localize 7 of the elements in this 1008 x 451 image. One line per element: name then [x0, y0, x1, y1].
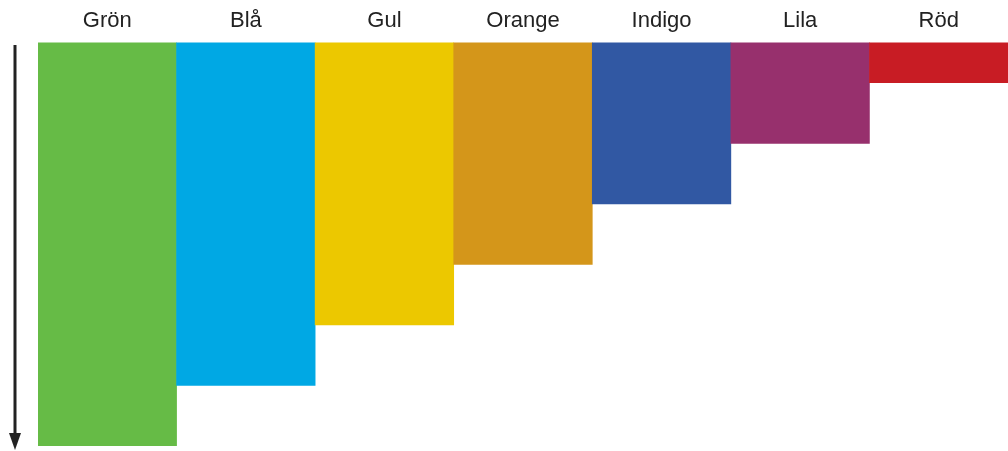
x-tick-label: Röd: [918, 7, 959, 33]
x-tick-label: Lila: [783, 7, 819, 33]
x-tick-label: Gul: [367, 7, 402, 33]
x-tick-label: Orange: [486, 7, 560, 33]
x-tick-label: Indigo: [631, 7, 692, 33]
x-tick-label: Grön: [82, 7, 132, 33]
x-tick-label: Blå: [229, 7, 263, 33]
